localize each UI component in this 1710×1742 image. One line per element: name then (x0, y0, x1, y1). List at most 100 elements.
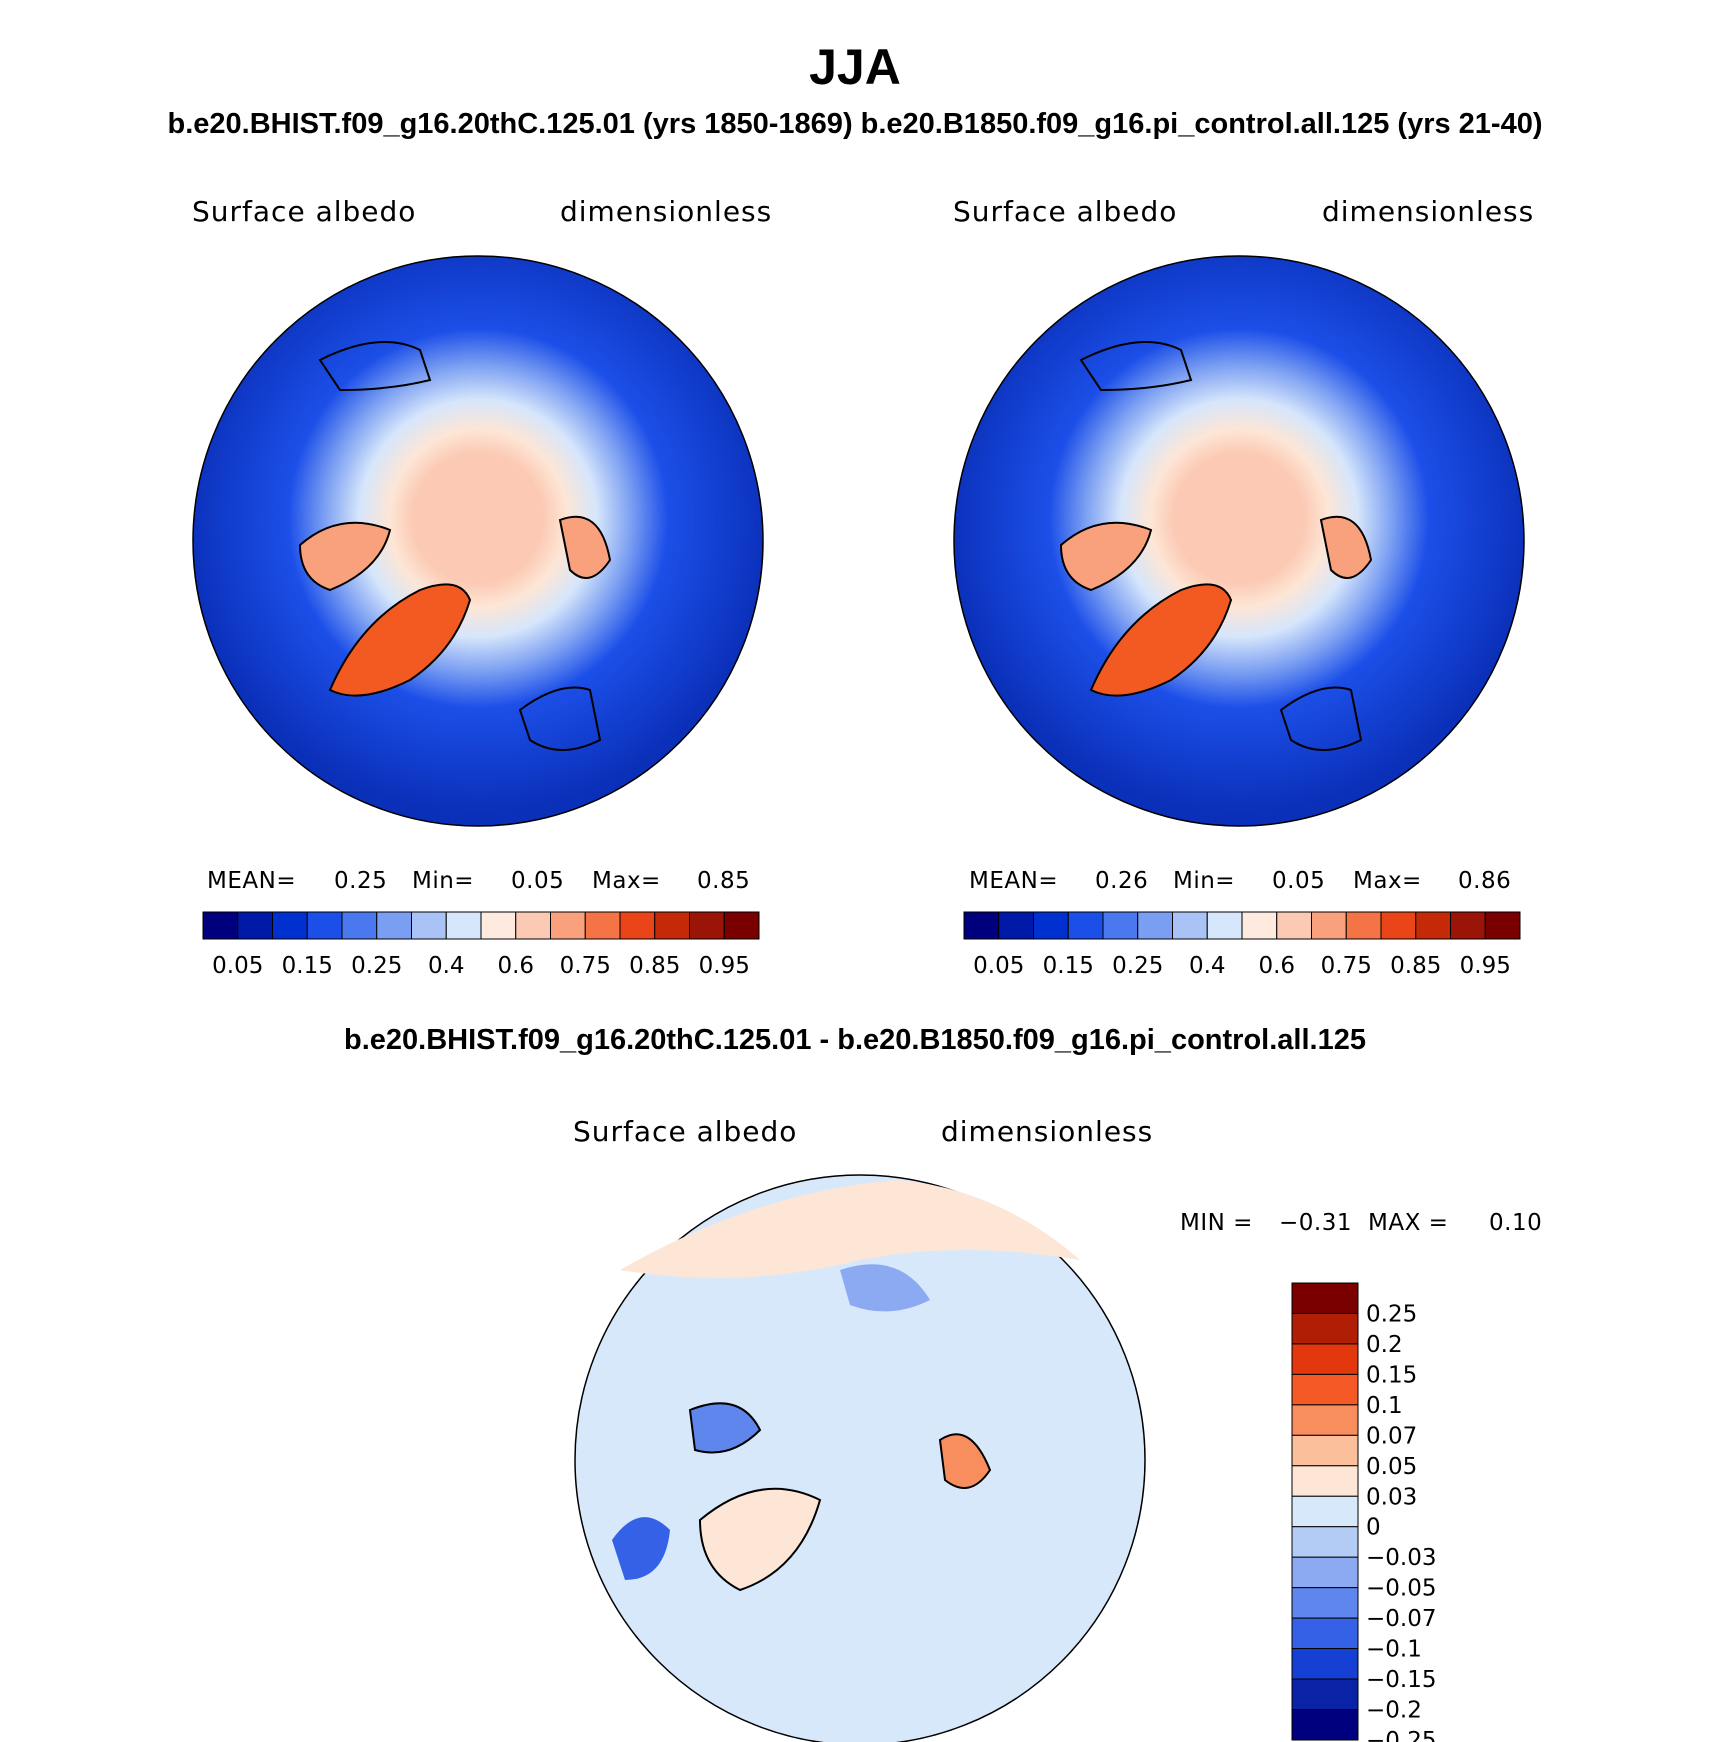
diff-colorbar-swatch (1291, 1282, 1359, 1314)
diff-colorbar-swatch (1291, 1343, 1359, 1375)
panel1-siberia-patch (558, 515, 612, 579)
diff-colorbar-swatch (1291, 1434, 1359, 1467)
panel1-scandinavia-coast (518, 686, 602, 751)
panel2-polar-disk (953, 255, 1525, 827)
panel1-variable: Surface albedo (192, 195, 417, 228)
panel2-units: dimensionless (1322, 195, 1535, 228)
panel2-scandinavia-coast (1279, 686, 1363, 751)
panel1-colorbar-swatch (619, 911, 656, 940)
panel1-colorbar-swatch (376, 911, 412, 940)
diff-colorbar-swatch (1291, 1556, 1359, 1589)
panel2-map (953, 255, 1525, 827)
figure-subtitle: b.e20.BHIST.f09_g16.20thC.125.01 (yrs 18… (167, 108, 1543, 140)
panel2-min: 0.05 (1272, 868, 1326, 894)
panel1-colorbar-swatch (480, 911, 517, 940)
panel2-colorbar-tick-label: 0.85 (1390, 953, 1441, 979)
panel1-colorbar-swatch (515, 911, 551, 940)
diff-greenland (698, 1487, 822, 1592)
panel2-colorbar-swatch (963, 911, 1000, 940)
panel2-colorbar-swatch (1380, 911, 1417, 940)
panel2-colorbar-tick-label: 0.95 (1460, 953, 1511, 979)
diff-negative-patch-archipelago (688, 1402, 762, 1454)
panel2-alaska-coast (1079, 341, 1193, 392)
diff-colorbar-tick-label: 0 (1366, 1515, 1381, 1541)
panel1-colorbar-swatch (341, 911, 378, 940)
diff-colorbar-tick-label: −0.05 (1366, 1576, 1436, 1602)
panel1-min: 0.05 (511, 868, 565, 894)
diff-colorbar-tick-label: −0.2 (1366, 1698, 1422, 1724)
panel1-max: 0.85 (697, 868, 751, 894)
diff-colorbar-swatch (1291, 1678, 1359, 1711)
diff-colorbar-tick-label: −0.15 (1366, 1667, 1436, 1693)
diff-colorbar-swatch (1291, 1526, 1359, 1558)
diff-colorbar-swatch (1291, 1587, 1359, 1619)
diff-colorbar-swatch (1291, 1312, 1359, 1345)
diff-colorbar-tick-label: 0.1 (1366, 1393, 1403, 1419)
panel2-colorbar-swatch (998, 911, 1034, 940)
panel2-colorbar-swatch (1137, 911, 1173, 940)
panel2-colorbar-swatch (1484, 911, 1521, 940)
panel2-colorbar-swatch (1311, 911, 1347, 940)
panel2-colorbar-swatch (1067, 911, 1104, 940)
panel1-colorbar-swatch (584, 911, 621, 940)
panel1-colorbar-swatch (689, 911, 725, 940)
diff-colorbar-tick-label: 0.05 (1366, 1454, 1417, 1480)
panel1-colorbar-tick-label: 0.25 (351, 953, 402, 979)
panel1-map (192, 255, 764, 827)
panel2-min-label: Min= (1173, 868, 1236, 894)
panel1-colorbar-swatch (237, 911, 273, 940)
diff-colorbar-tick-label: 0.03 (1366, 1484, 1417, 1510)
diff-colorbar-swatch (1291, 1373, 1359, 1406)
panel1-colorbar-tick-label: 0.15 (282, 953, 333, 979)
diff-colorbar-swatch (1291, 1648, 1359, 1680)
panel2-siberia-patch (1319, 515, 1373, 579)
diff-colorbar-swatch (1291, 1617, 1359, 1650)
diff-colorbar-swatch (1291, 1465, 1359, 1497)
panel1-polar-disk (192, 255, 764, 827)
panel2-variable: Surface albedo (953, 195, 1178, 228)
panel2-greenland (1089, 583, 1233, 697)
panel1-max-label: Max= (592, 868, 661, 894)
panel1-arctic-archipelago (298, 521, 392, 592)
panel1-mean-label: MEAN= (207, 868, 297, 894)
panel2-colorbar-swatch (1276, 911, 1312, 940)
diff-colorbar-tick-label: −0.07 (1366, 1606, 1436, 1632)
panel1-colorbar-tick-label: 0.95 (699, 953, 750, 979)
diff-positive-patch (938, 1433, 992, 1489)
diff-colorbar-tick-label: 0.25 (1366, 1301, 1417, 1327)
panel1-colorbar-swatch (411, 911, 447, 940)
panel2-colorbar-tick-label: 0.6 (1258, 953, 1295, 979)
diff-negative-patch-siberia (840, 1264, 930, 1312)
panel1-colorbar-tick-label: 0.4 (428, 953, 465, 979)
diff-colorbar-tick-label: −0.25 (1366, 1728, 1436, 1742)
diff-min-label: MIN = (1180, 1210, 1253, 1236)
panel1-units: dimensionless (560, 195, 773, 228)
diff-colorbar: 0.25 0.2 0.15 0.1 0.07 0.05 0.03 0 −0.03 −0.05 −0.… (1291, 1282, 1436, 1742)
diff-colorbar-swatch (1291, 1404, 1359, 1436)
panel1-colorbar-swatch (445, 911, 482, 940)
panel2-mean-label: MEAN= (969, 868, 1059, 894)
panel2-colorbar-swatch (1172, 911, 1208, 940)
panel1-colorbar-swatch (272, 911, 308, 940)
panel2-colorbar-swatch (1241, 911, 1278, 940)
panel1-colorbar-tick-label: 0.05 (212, 953, 263, 979)
panel1-colorbar-tick-label: 0.75 (560, 953, 611, 979)
diff-positive-region-north (620, 1180, 1080, 1278)
diff-colorbar-tick-label: 0.2 (1366, 1332, 1403, 1358)
diff-max: 0.10 (1489, 1210, 1543, 1236)
panel2-colorbar-tick-label: 0.25 (1112, 953, 1163, 979)
diff-colorbar-swatch (1291, 1495, 1359, 1528)
panel2-colorbar-tick-label: 0.75 (1321, 953, 1372, 979)
diff-min: −0.31 (1279, 1210, 1352, 1236)
panel1-colorbar-swatch (654, 911, 690, 940)
figure-title: JJA (809, 39, 901, 95)
panel2-colorbar-swatch (1450, 911, 1486, 940)
diff-units: dimensionless (941, 1115, 1154, 1148)
panel2-colorbar-tick-label: 0.4 (1189, 953, 1226, 979)
diff-colorbar-tick-label: −0.1 (1366, 1637, 1422, 1663)
panel1-mean: 0.25 (334, 868, 388, 894)
panel2-colorbar-swatch (1415, 911, 1451, 940)
panel1-colorbar: 0.05 0.15 0.25 0.4 0.6 0.75 0.85 0.95 (202, 911, 760, 979)
diff-variable: Surface albedo (573, 1115, 798, 1148)
